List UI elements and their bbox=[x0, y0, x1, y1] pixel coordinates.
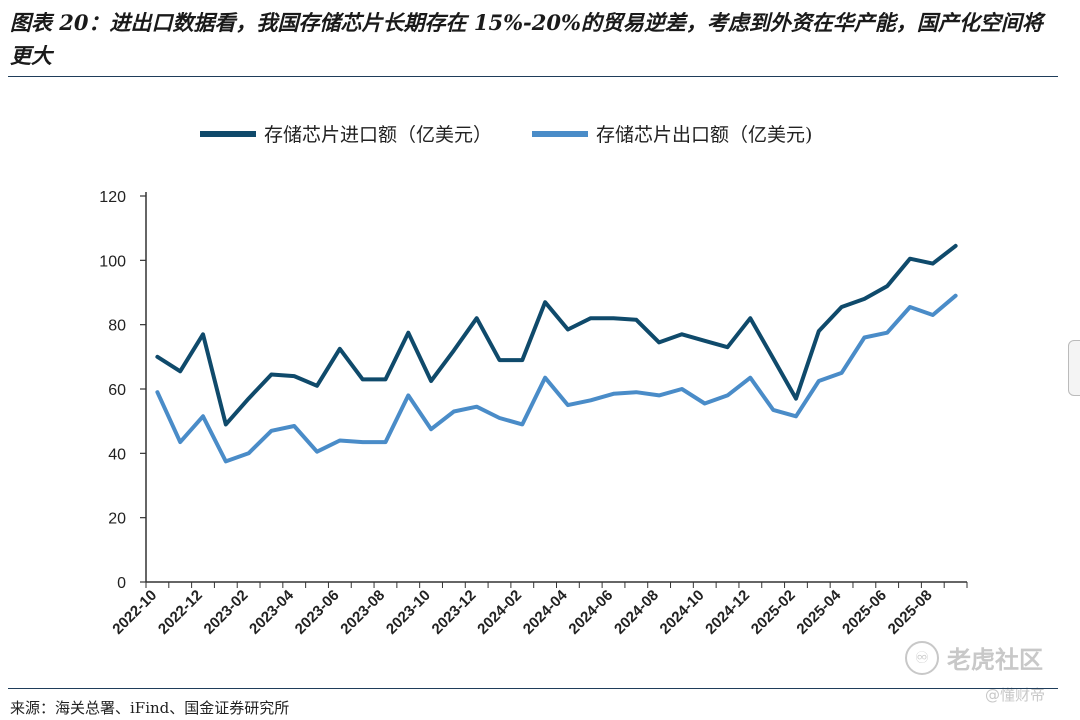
chart-legend: 存储芯片进口额（亿美元） 存储芯片出口额（亿美元) bbox=[200, 120, 812, 147]
side-scroll-handle[interactable] bbox=[1068, 340, 1080, 396]
y-tick-label: 80 bbox=[108, 318, 126, 335]
watermark-brand: 老虎社区 bbox=[947, 646, 1043, 674]
series-line-export bbox=[155, 293, 958, 464]
x-tick-label: 2024-08 bbox=[611, 587, 662, 638]
x-tick-label: 2023-04 bbox=[246, 586, 297, 637]
x-tick-label: 2024-12 bbox=[702, 587, 753, 638]
chart-title: 图表 20：进出口数据看，我国存储芯片长期存在 15%-20%的贸易逆差，考虑到… bbox=[10, 10, 1043, 68]
x-tick-label: 2023-02 bbox=[200, 587, 251, 638]
x-tick-label: 2024-02 bbox=[474, 587, 525, 638]
watermark-logo-icon: ♾ bbox=[905, 640, 939, 675]
legend-label-import: 存储芯片进口额（亿美元） bbox=[264, 124, 493, 146]
x-tick-label: 2023-12 bbox=[429, 587, 480, 638]
y-tick-label: 100 bbox=[99, 253, 126, 270]
legend-label-export: 存储芯片出口额（亿美元) bbox=[596, 124, 813, 146]
y-tick-label: 40 bbox=[108, 446, 126, 463]
series-line-import bbox=[155, 243, 958, 427]
legend-item-import: 存储芯片进口额（亿美元） bbox=[200, 120, 492, 147]
x-tick-label: 2022-10 bbox=[109, 587, 160, 638]
watermark: ♾ 老虎社区 bbox=[905, 640, 1043, 675]
legend-swatch-import bbox=[200, 130, 256, 137]
y-tick-label: 120 bbox=[99, 189, 126, 206]
x-tick-label: 2025-04 bbox=[793, 586, 844, 637]
x-tick-label: 2023-06 bbox=[292, 587, 343, 638]
legend-swatch-export bbox=[532, 130, 589, 137]
watermark-sub: @懂财帝 bbox=[985, 686, 1046, 704]
y-tick-label: 60 bbox=[108, 382, 126, 399]
x-tick-label: 2024-06 bbox=[565, 587, 616, 638]
x-tick-label: 2024-10 bbox=[657, 587, 708, 638]
x-tick-label: 2025-06 bbox=[839, 587, 890, 638]
y-tick-label: 20 bbox=[108, 511, 126, 528]
legend-item-export: 存储芯片出口额（亿美元) bbox=[532, 120, 812, 147]
source-note: 来源：海关总署、iFind、国金证券研究所 bbox=[10, 699, 290, 717]
source-divider bbox=[8, 688, 1058, 689]
x-tick-label: 2024-04 bbox=[520, 586, 571, 637]
x-tick-label: 2025-08 bbox=[885, 587, 936, 638]
x-tick-label: 2023-10 bbox=[383, 587, 434, 638]
x-tick-label: 2025-02 bbox=[748, 587, 799, 638]
title-divider bbox=[8, 76, 1058, 77]
x-tick-label: 2022-12 bbox=[155, 587, 206, 638]
x-tick-label: 2023-08 bbox=[337, 587, 388, 638]
y-tick-label: 0 bbox=[117, 575, 126, 592]
